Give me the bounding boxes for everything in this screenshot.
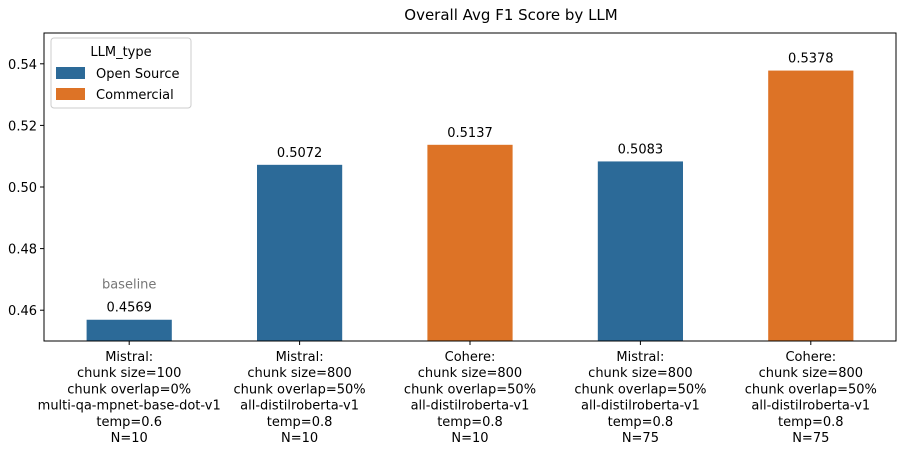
x-category-label-line: chunk size=800 — [418, 366, 522, 381]
chart-title: Overall Avg F1 Score by LLM — [404, 6, 617, 24]
legend-label: Commercial — [96, 88, 174, 103]
x-category-label-line: temp=0.8 — [437, 415, 503, 430]
plot-frame — [43, 32, 897, 342]
bars-group: 0.4569 baseline 0.5072 0.5137 0.5083 0.5378 — [86, 52, 854, 342]
x-category-label: Cohere: chunk size=800 chunk overlap=50% al… — [745, 350, 877, 446]
y-tick-label: 0.54 — [8, 58, 37, 73]
x-category-label-line: chunk overlap=50% — [234, 382, 366, 397]
y-tick-label: 0.52 — [8, 119, 37, 134]
y-tick-label: 0.46 — [8, 304, 37, 319]
x-category-label-line: chunk overlap=50% — [574, 382, 706, 397]
bar-annotation: baseline — [102, 278, 156, 293]
y-tick-label: 0.48 — [8, 243, 37, 258]
x-category-label-line: chunk size=800 — [759, 366, 863, 381]
x-category-label-line: all-distilroberta-v1 — [240, 399, 359, 414]
bar-value-label: 0.4569 — [106, 301, 152, 316]
legend-swatch — [56, 67, 85, 79]
bar-value-label: 0.5072 — [277, 146, 323, 161]
bar-value-label: 0.5083 — [618, 142, 664, 157]
legend-label: Open Source — [96, 67, 180, 82]
bar-value-label: 0.5378 — [788, 52, 834, 67]
x-category-label-line: Cohere: — [445, 350, 496, 365]
legend-box — [50, 37, 192, 109]
legend-title: LLM_type — [90, 45, 151, 60]
x-category-label-line: temp=0.8 — [267, 415, 333, 430]
x-category-label-line: N=75 — [622, 431, 659, 446]
x-category-label-line: Cohere: — [785, 350, 836, 365]
bar-value-label: 0.5137 — [447, 126, 493, 141]
x-category-label: Mistral: chunk size=800 chunk overlap=50% a… — [234, 350, 366, 446]
x-category-label-line: temp=0.8 — [608, 415, 674, 430]
x-axis: Mistral: chunk size=100 chunk overlap=0% mu… — [38, 341, 877, 446]
x-category-label-line: Mistral: — [276, 350, 324, 365]
x-category-label-line: chunk overlap=50% — [404, 382, 536, 397]
x-category-label-line: chunk overlap=0% — [67, 382, 191, 397]
x-category-label: Cohere: chunk size=800 chunk overlap=50% al… — [404, 350, 536, 446]
x-category-label-line: all-distilroberta-v1 — [751, 399, 870, 414]
x-category-label-line: chunk size=100 — [77, 366, 181, 381]
y-axis: 0.46 0.48 0.50 0.52 0.54 — [8, 58, 44, 319]
bar-5 — [768, 70, 854, 342]
legend-swatch — [56, 88, 85, 100]
bar-3 — [427, 144, 513, 341]
x-category-label-line: chunk size=800 — [588, 366, 692, 381]
x-category-label-line: Mistral: — [105, 350, 153, 365]
x-category-label-line: all-distilroberta-v1 — [581, 399, 700, 414]
bar-2 — [257, 164, 343, 341]
x-category-label-line: chunk size=800 — [247, 366, 351, 381]
bar-4 — [597, 161, 683, 341]
y-tick-label: 0.50 — [8, 181, 37, 196]
legend: LLM_type Open Source Commercial — [50, 37, 192, 109]
x-category-label: Mistral: chunk size=800 chunk overlap=50% a… — [574, 350, 706, 446]
x-category-label-line: temp=0.6 — [96, 415, 162, 430]
bar-1 — [86, 319, 172, 341]
x-category-label-line: temp=0.8 — [778, 415, 844, 430]
x-category-label-line: multi-qa-mpnet-base-dot-v1 — [38, 399, 221, 414]
x-category-label: Mistral: chunk size=100 chunk overlap=0% mu… — [38, 350, 221, 446]
x-category-label-line: N=10 — [451, 431, 488, 446]
x-category-label-line: N=10 — [281, 431, 318, 446]
x-category-label-line: Mistral: — [616, 350, 664, 365]
x-category-label-line: N=75 — [792, 431, 829, 446]
x-category-label-line: chunk overlap=50% — [745, 382, 877, 397]
x-category-label-line: all-distilroberta-v1 — [411, 399, 530, 414]
x-category-label-line: N=10 — [111, 431, 148, 446]
